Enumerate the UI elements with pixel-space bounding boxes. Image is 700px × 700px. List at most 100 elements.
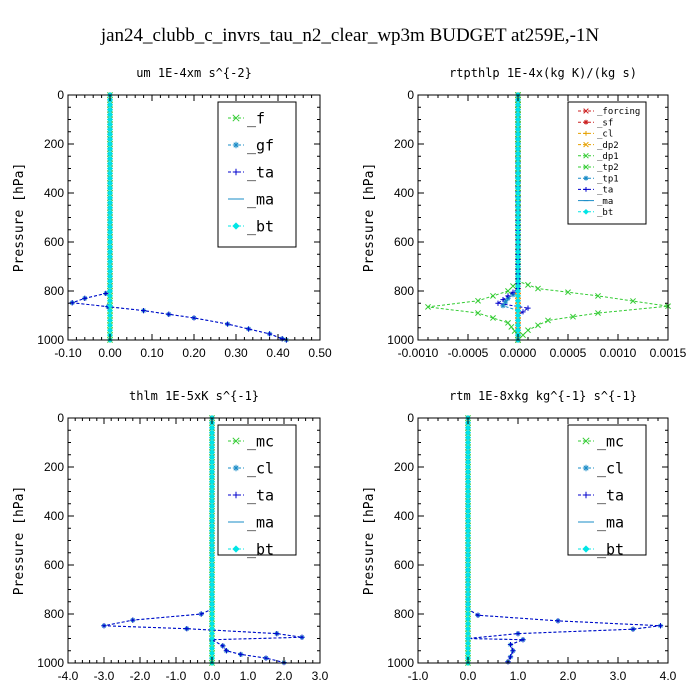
data-point [508, 323, 515, 330]
data-point [570, 313, 576, 320]
legend-marker [232, 464, 240, 472]
legend-marker [583, 131, 589, 136]
data-point [565, 289, 571, 296]
data-point [507, 654, 514, 660]
data-point [520, 332, 526, 339]
x-tick-label: 1.0 [510, 669, 527, 683]
legend-label: _tp1 [597, 174, 619, 184]
x-tick-label: 0.0000 [500, 346, 537, 360]
panel-title: um 1E-4xm s^{-2} [136, 66, 252, 80]
x-tick-label: 2.0 [560, 669, 577, 683]
data-point [82, 295, 88, 301]
y-tick-label: 800 [44, 607, 64, 621]
x-tick-label: 0.0005 [550, 346, 587, 360]
series-bt [464, 414, 472, 667]
y-tick-label: 1000 [387, 656, 414, 670]
y-tick-label: 0 [57, 88, 64, 102]
legend-marker [583, 187, 589, 192]
legend-label: _bt [247, 540, 274, 558]
series-bt [514, 91, 522, 344]
panel-3: thlm 1E-5xK s^{-1} Pressure [hPa] -4.0 -3.0… [12, 389, 329, 683]
x-tick-label: 0.0 [204, 669, 221, 683]
legend-label: _ma [247, 513, 274, 531]
y-tick-label: 1000 [37, 333, 64, 347]
legend-marker [232, 141, 240, 149]
data-point [103, 290, 109, 297]
legend-marker [232, 222, 240, 230]
x-tick-label: 3.0 [610, 669, 627, 683]
legend-label: _bt [597, 208, 613, 218]
panel-4: rtm 1E-8xkg kg^{-1} s^{-1} Pressure [hPa]… [362, 389, 677, 683]
y-tick-label: 0 [407, 88, 414, 102]
data-point [505, 293, 511, 299]
data-point [274, 631, 280, 637]
data-point [475, 297, 481, 304]
data-point [535, 322, 541, 329]
data-point [223, 648, 229, 654]
x-tick-label: 0.30 [224, 346, 248, 360]
legend-marker [232, 168, 240, 176]
data-point [545, 317, 551, 324]
legend-label: _dp2 [597, 141, 619, 151]
data-point [555, 618, 561, 624]
data-point [191, 315, 197, 321]
data-point [425, 303, 431, 310]
legend-marker [232, 545, 240, 553]
y-tick-label: 600 [44, 558, 64, 572]
legend-label: _mc [247, 432, 274, 450]
panels: um 1E-4xm s^{-2}Pressure [hPa]-0.10 0.00 0… [12, 66, 687, 683]
legend: _f _gf _ta _ma _bt [217, 101, 297, 248]
panel-2: rtpthlp 1E-4x(kg K)/(kg s) Pressure [hPa]… [362, 66, 687, 360]
legend-marker [582, 464, 590, 472]
y-tick-label: 200 [394, 460, 414, 474]
legend-marker [232, 437, 240, 445]
y-tick-label: 800 [44, 284, 64, 298]
legend-marker [583, 153, 589, 159]
legend-label: _cl [597, 459, 624, 477]
legend-box [567, 424, 647, 556]
y-tick-label: 400 [44, 509, 64, 523]
x-tick-label: 0.00 [98, 346, 122, 360]
series-bt [106, 91, 114, 344]
panel-title: rtpthlp 1E-4x(kg K)/(kg s) [449, 66, 637, 80]
legend-label: _gf [247, 136, 274, 154]
data-point [299, 634, 305, 640]
panel-title: thlm 1E-5xK s^{-1} [129, 389, 259, 403]
legend-label: _ma [597, 197, 613, 207]
data-point [525, 305, 531, 311]
data-point [500, 303, 506, 309]
data-point [595, 310, 601, 317]
data-point [141, 308, 147, 314]
legend-label: _forcing [597, 107, 640, 117]
x-tick-label: -1.0 [166, 669, 187, 683]
x-tick-label: 0.40 [266, 346, 290, 360]
data-point [184, 626, 190, 632]
x-tick-label: 0.20 [182, 346, 206, 360]
data-point [225, 321, 231, 327]
data-point [510, 283, 516, 290]
y-axis-label: Pressure [hPa] [362, 163, 377, 273]
series-bt [208, 414, 216, 667]
legend-label: _ma [597, 513, 624, 531]
data-point [220, 643, 226, 649]
figure-title: jan24_clubb_c_invrs_tau_n2_clear_wp3m BU… [100, 25, 600, 46]
y-tick-label: 200 [44, 460, 64, 474]
y-tick-label: 600 [394, 558, 414, 572]
y-axis-label: Pressure [hPa] [12, 486, 27, 596]
x-tick-label: -0.0010 [398, 346, 439, 360]
legend-label: _bt [247, 217, 274, 235]
data-point [515, 631, 521, 637]
data-point [475, 612, 481, 618]
data-point [130, 617, 136, 623]
legend-box [217, 101, 297, 248]
data-point [500, 296, 506, 303]
legend-label: _bt [597, 540, 624, 558]
data-point [246, 326, 252, 332]
y-tick-label: 200 [394, 137, 414, 151]
legend-marker [583, 175, 589, 181]
data-point [475, 310, 481, 317]
legend-label: _sf [597, 118, 613, 128]
data-point [525, 327, 531, 334]
y-tick-label: 400 [44, 186, 64, 200]
series-line [103, 418, 303, 663]
